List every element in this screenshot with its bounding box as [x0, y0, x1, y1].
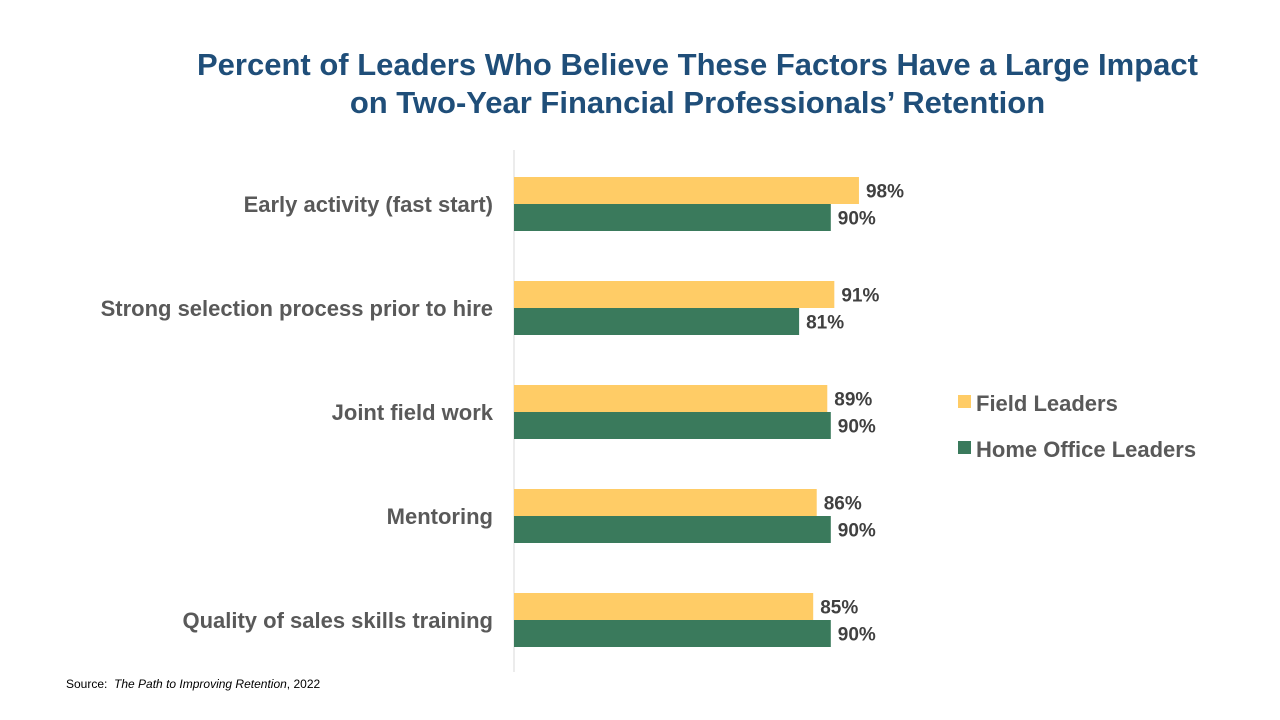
category-label: Joint field work: [332, 400, 494, 425]
legend-swatch: [958, 395, 971, 408]
category-label: Early activity (fast start): [244, 192, 493, 217]
bar-home-office-leaders: [514, 204, 831, 231]
category-label: Mentoring: [387, 504, 493, 529]
data-label: 85%: [820, 598, 858, 619]
source-suffix: , 2022: [286, 677, 321, 691]
data-label: 81%: [806, 313, 844, 334]
title-line-1: Percent of Leaders Who Believe These Fac…: [197, 47, 1198, 82]
source-note: Source: The Path to Improving Retention,…: [66, 677, 320, 691]
category-label: Quality of sales skills training: [182, 608, 493, 633]
bar-home-office-leaders: [514, 516, 831, 543]
data-label: 90%: [838, 209, 876, 230]
bar-home-office-leaders: [514, 412, 831, 439]
source-title: The Path to Improving Retention: [114, 677, 287, 691]
data-label: 90%: [838, 521, 876, 542]
legend-label: Field Leaders: [976, 391, 1118, 416]
legend-label: Home Office Leaders: [976, 437, 1196, 462]
bar-field-leaders: [514, 281, 835, 308]
title-line-2: on Two-Year Financial Professionals’ Ret…: [349, 85, 1046, 120]
bar-home-office-leaders: [514, 308, 800, 335]
data-label: 90%: [838, 417, 876, 438]
bar-home-office-leaders: [514, 620, 831, 647]
data-label: 90%: [838, 625, 876, 646]
data-label: 91%: [841, 286, 879, 307]
legend-swatch: [958, 441, 971, 454]
category-label: Strong selection process prior to hire: [101, 296, 493, 321]
chart-title: Percent of Leaders Who Believe These Fac…: [140, 46, 1255, 122]
data-label: 89%: [834, 390, 872, 411]
bar-field-leaders: [514, 489, 817, 516]
data-label: 86%: [824, 494, 862, 515]
bar-field-leaders: [514, 177, 859, 204]
data-label: 98%: [866, 182, 904, 203]
source-prefix: Source:: [66, 677, 108, 691]
bar-field-leaders: [514, 385, 828, 412]
bar-field-leaders: [514, 593, 814, 620]
